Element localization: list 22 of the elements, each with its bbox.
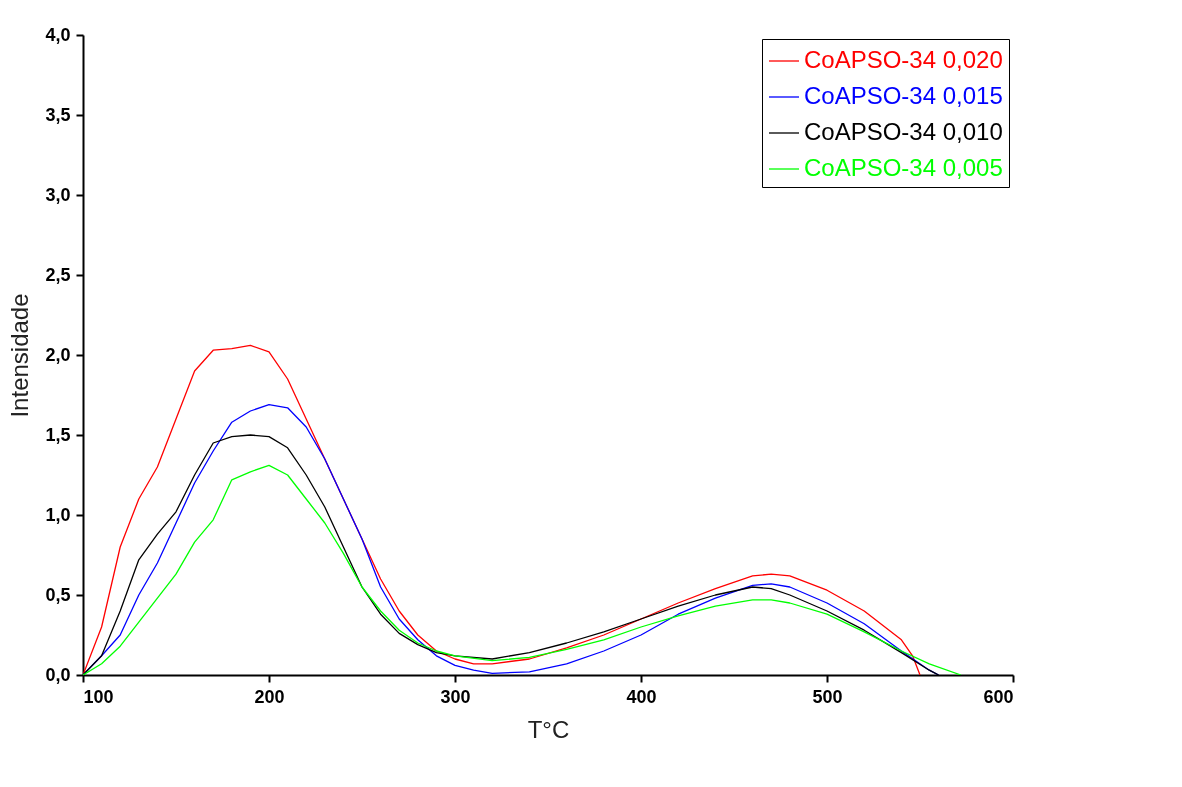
y-tick-label: 0,5 (45, 584, 71, 605)
x-tick-label: 500 (812, 686, 843, 707)
x-axis-title: T°C (527, 715, 570, 743)
legend-label: CoAPSO-34 0,015 (804, 82, 1003, 109)
legend-label: CoAPSO-34 0,010 (804, 118, 1003, 145)
x-tick-label: 100 (83, 686, 114, 707)
y-tick-label: 2,0 (45, 344, 71, 365)
x-tick-label: 400 (626, 686, 657, 707)
x-tick-label: 300 (440, 686, 471, 707)
legend-label: CoAPSO-34 0,005 (804, 154, 1003, 181)
y-tick-label: 3,5 (45, 104, 71, 125)
y-tick-label: 4,0 (45, 24, 71, 45)
line-series (83, 344, 921, 675)
legend-label: CoAPSO-34 0,020 (804, 46, 1003, 73)
x-tick-label: 200 (254, 686, 285, 707)
y-axis-title: Intensidade (6, 293, 34, 418)
y-tick-label: 1,0 (45, 504, 71, 525)
x-tick-label: 600 (983, 686, 1014, 707)
y-tick-label: 1,5 (45, 424, 71, 445)
y-tick-label: 2,5 (45, 264, 71, 285)
y-tick-label: 3,0 (45, 184, 71, 205)
y-tick-label: 0,0 (45, 664, 71, 685)
